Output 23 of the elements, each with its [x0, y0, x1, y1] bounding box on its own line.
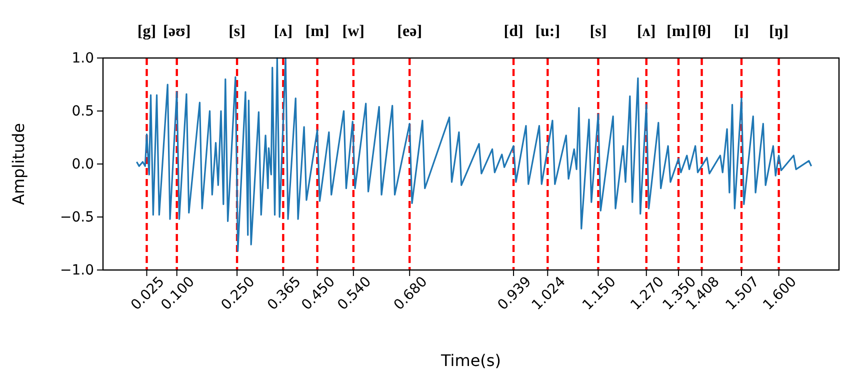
- ref-line-label: [ɪ]: [734, 23, 750, 40]
- ref-line-label: [ʌ]: [274, 23, 293, 40]
- y-tick-label: 0.0: [72, 156, 94, 172]
- ref-line-label: [s]: [590, 23, 607, 40]
- ref-line-label: [g]: [137, 23, 156, 40]
- ref-line-label: [u:]: [535, 23, 560, 40]
- x-axis-title: Time(s): [440, 351, 501, 370]
- ref-line-label: [ŋ]: [769, 23, 789, 40]
- ref-line-label: [eə]: [397, 23, 422, 40]
- y-tick-label: −1.0: [60, 262, 94, 278]
- y-tick-label: 0.5: [72, 103, 94, 120]
- ref-line-label: [m]: [305, 23, 330, 40]
- ref-line-label: [s]: [228, 23, 246, 40]
- ref-line-label: [ʌ]: [637, 23, 656, 40]
- ref-line-label: [əʊ]: [163, 23, 191, 40]
- y-tick-label: −0.5: [60, 209, 94, 226]
- ref-line-label: [θ]: [692, 23, 712, 40]
- ref-line-label: [d]: [504, 23, 524, 40]
- ref-line-label: [w]: [342, 23, 365, 40]
- y-axis-title: Amplitude: [9, 123, 28, 205]
- line-series: [136, 57, 812, 252]
- y-tick-label: 1.0: [72, 50, 94, 66]
- ref-line-label: [m]: [666, 23, 690, 40]
